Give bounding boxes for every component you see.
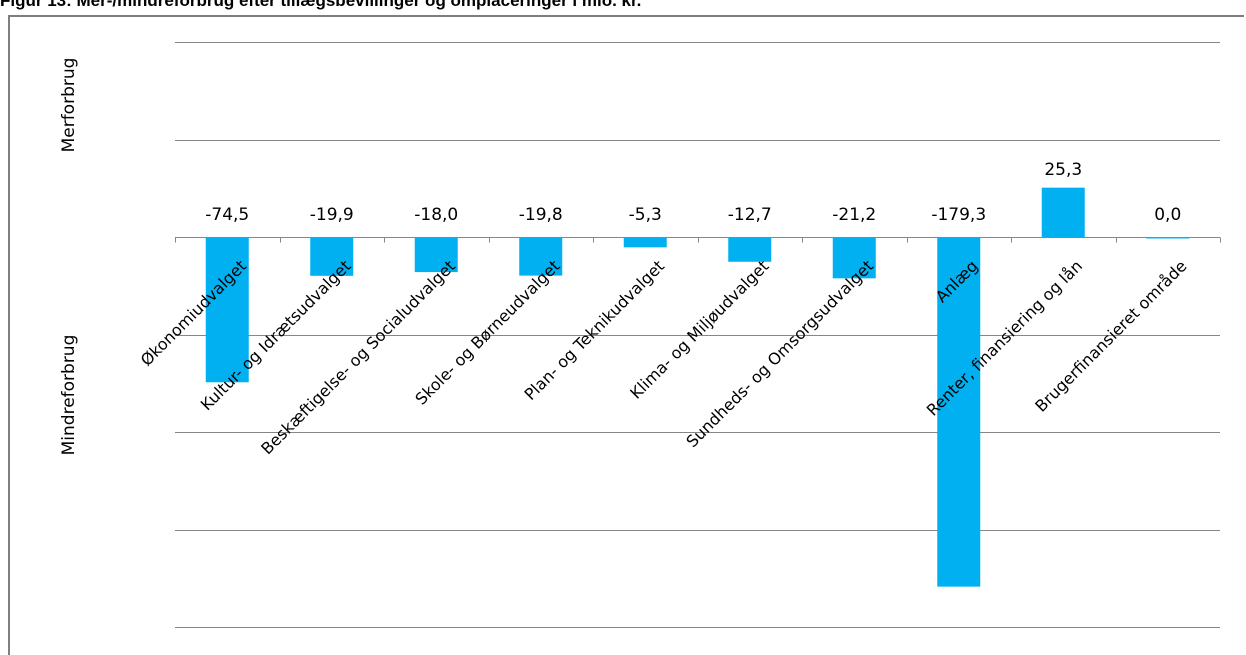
data-labels: -74,5 -19,9 -18,0 -19,8 -5,3 -12,7 -21,2 -179,3… xyxy=(205,160,1181,225)
y-label-positive: Merforbrug xyxy=(59,58,79,153)
data-label: -179,3 xyxy=(931,205,986,225)
bar xyxy=(623,237,667,248)
bar xyxy=(310,237,354,276)
category-tick-label: Beskæftigelse- og Socialudvalget xyxy=(257,256,459,458)
gridlines xyxy=(175,42,1220,628)
x-axis xyxy=(175,237,1221,243)
data-label: -12,7 xyxy=(728,205,772,225)
data-label: -19,9 xyxy=(310,205,354,225)
bar xyxy=(728,237,772,262)
bar xyxy=(205,237,249,383)
bar xyxy=(414,237,458,273)
bar xyxy=(832,237,876,279)
data-label: -18,0 xyxy=(414,205,458,225)
chart-frame xyxy=(8,15,1244,655)
chart-title: Figur 13: Mer-/mindreforbrug efter tillæ… xyxy=(0,0,642,10)
bars xyxy=(205,187,1190,587)
bar xyxy=(1041,187,1085,237)
data-label: 25,3 xyxy=(1044,160,1082,180)
data-label: -19,8 xyxy=(519,205,563,225)
bar xyxy=(937,237,981,587)
bar xyxy=(519,237,563,276)
y-label-negative: Mindreforbrug xyxy=(59,335,79,456)
data-label: -21,2 xyxy=(832,205,876,225)
data-label: -5,3 xyxy=(629,205,662,225)
data-label: 0,0 xyxy=(1154,205,1181,225)
category-tick-label: Sundheds- og Omsorgsudvalget xyxy=(682,256,877,451)
data-label: -74,5 xyxy=(205,205,249,225)
